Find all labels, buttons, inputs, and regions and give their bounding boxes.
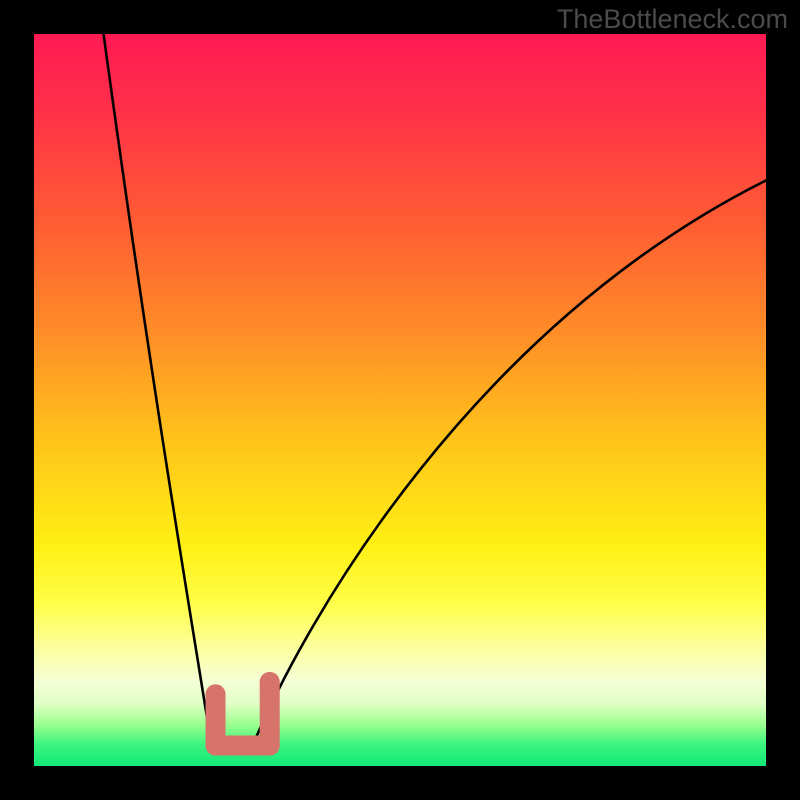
plot-area (34, 34, 766, 766)
curve-layer (34, 34, 766, 766)
chart-stage: TheBottleneck.com (0, 0, 800, 800)
bottleneck-curve (104, 34, 766, 748)
watermark-text: TheBottleneck.com (557, 4, 788, 35)
marker-flat-bar (206, 736, 280, 756)
